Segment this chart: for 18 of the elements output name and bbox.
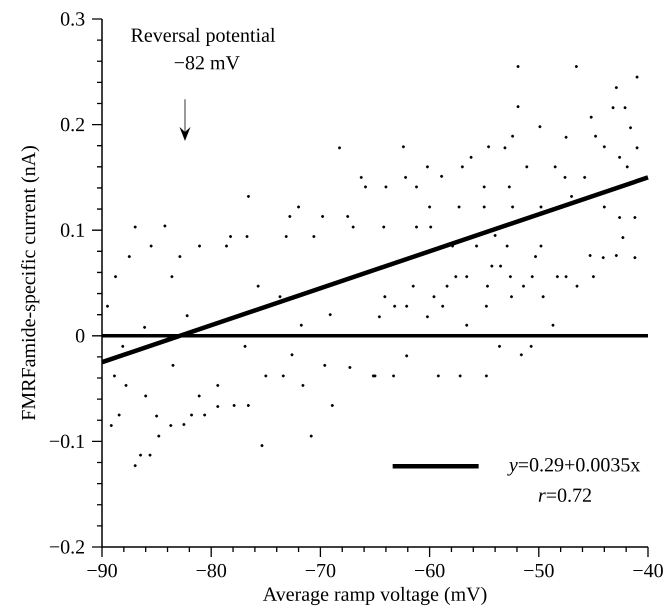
x-tick-label: −40 [633,564,663,578]
x-axis-title: Average ramp voltage (mV) [262,586,486,606]
x-tick-label: −80 [196,564,226,578]
y-tick-label: 0 [76,329,84,343]
x-tick-label: −70 [306,564,336,578]
legend-label: y=0.29+0.0035x [507,458,640,476]
y-tick-label: −0.1 [50,434,84,448]
y-tick-label: 0.3 [60,12,84,26]
x-tick-label: −60 [414,564,444,578]
x-tick-label: −90 [87,564,117,578]
x-tick-label: −50 [524,564,554,578]
y-tick-label: 0.2 [60,118,84,132]
annotation: r=0.72 [538,488,591,502]
annotation: Reversal potential [131,28,276,46]
annotation: −82 mV [174,56,240,70]
y-tick-label: −0.2 [50,540,84,554]
y-tick-label: 0.1 [60,223,84,237]
y-axis-title: FMRFamide-specific current (nA) [20,146,40,420]
